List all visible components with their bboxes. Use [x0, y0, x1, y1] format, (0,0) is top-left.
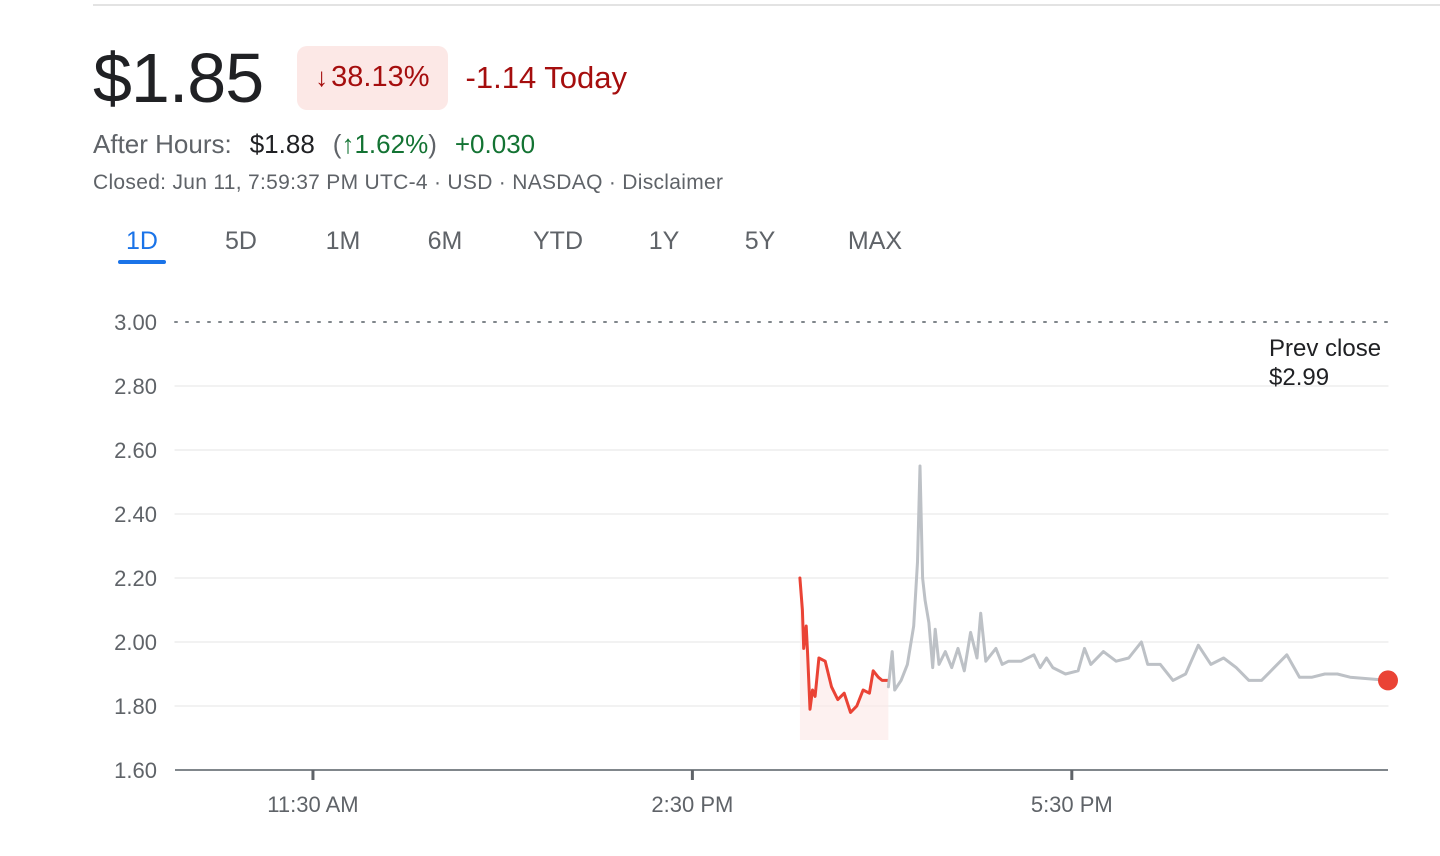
- tab-5y[interactable]: 5Y: [744, 227, 776, 255]
- regular-session-area: [799, 578, 889, 740]
- y-tick-label: 3.00: [114, 310, 157, 335]
- arrow-down-icon: ↓: [315, 62, 329, 92]
- regular-session-line: [798, 576, 890, 714]
- prev-close-value: $2.99: [1269, 364, 1329, 391]
- after-hours-percent-value: 1.62%: [354, 128, 429, 159]
- current-price: $1.85: [93, 38, 264, 117]
- top-divider: [93, 4, 1440, 6]
- after-hours-percent: (↑1.62%): [333, 129, 437, 160]
- tab-1m[interactable]: 1M: [325, 227, 361, 255]
- last-price-dot: [1378, 670, 1398, 691]
- x-tick-label: 11:30 AM: [267, 792, 358, 817]
- y-tick-label: 2.80: [114, 374, 157, 399]
- tab-max[interactable]: MAX: [847, 227, 903, 255]
- tab-1d[interactable]: 1D: [126, 227, 158, 255]
- y-tick-label: 2.00: [114, 630, 157, 655]
- y-tick-label: 1.80: [114, 694, 157, 719]
- after-hours-label: After Hours:: [93, 128, 232, 159]
- tab-1y[interactable]: 1Y: [648, 227, 680, 255]
- arrow-up-icon: ↑: [341, 128, 355, 159]
- change-today: -1.14 Today: [465, 59, 627, 95]
- close-paren: ): [428, 128, 437, 159]
- tab-6m[interactable]: 6M: [427, 227, 463, 255]
- active-tab-indicator: [118, 260, 166, 264]
- prev-close-label: Prev close: [1269, 335, 1381, 362]
- change-percent-badge: ↓ 38.13%: [297, 45, 448, 110]
- y-tick-label: 1.60: [114, 758, 157, 783]
- after-hours-change: +0.030: [454, 128, 536, 159]
- change-percent-value: 38.13%: [331, 61, 430, 93]
- market-status-line: Closed: Jun 11, 7:59:37 PM UTC-4 · USD ·…: [93, 171, 724, 194]
- after-hours-row: After Hours: $1.88 (↑1.62%) +0.030: [93, 126, 535, 162]
- price-row: $1.85 ↓ 38.13% -1.14 Today: [93, 40, 627, 115]
- y-tick-label: 2.20: [114, 566, 157, 591]
- x-tick-label: 5:30 PM: [1031, 792, 1113, 817]
- open-paren: (: [332, 128, 342, 159]
- tab-5d[interactable]: 5D: [225, 227, 257, 255]
- after-hours-line: [886, 464, 1390, 692]
- after-hours-price: $1.88: [249, 128, 315, 159]
- y-tick-label: 2.60: [114, 438, 157, 463]
- y-tick-label: 2.40: [114, 502, 157, 527]
- tab-ytd[interactable]: YTD: [533, 227, 583, 255]
- x-tick-label: 2:30 PM: [651, 792, 733, 817]
